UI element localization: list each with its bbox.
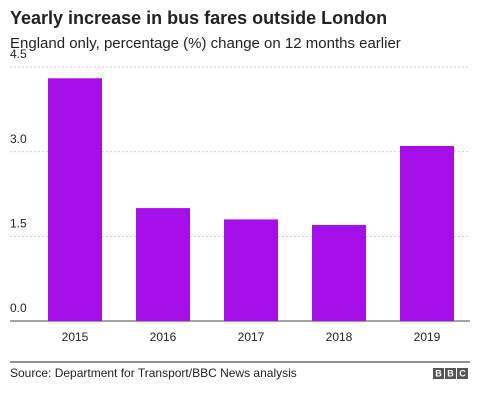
bar <box>312 225 366 321</box>
logo-letter: B <box>435 368 442 378</box>
bar <box>400 146 454 321</box>
bar <box>136 208 190 321</box>
x-tick-label: 2018 <box>326 330 353 344</box>
y-tick-label: 4.5 <box>10 47 27 61</box>
y-tick-label: 3.0 <box>10 132 27 146</box>
chart-subtitle: England only, percentage (%) change on 1… <box>10 35 401 52</box>
logo-box <box>433 368 444 379</box>
x-tick-label: 2019 <box>414 330 441 344</box>
bar <box>48 78 102 322</box>
source-note: Source: Department for Transport/BBC New… <box>10 366 297 380</box>
logo-box <box>445 368 456 379</box>
logo-letter: B <box>447 368 454 378</box>
x-tick-label: 2016 <box>150 330 177 344</box>
logo-letter: C <box>459 368 466 378</box>
y-tick-label: 0.0 <box>10 301 27 315</box>
chart-title: Yearly increase in bus fares outside Lon… <box>10 8 387 28</box>
bar <box>224 219 278 321</box>
logo-box <box>457 368 468 379</box>
y-tick-label: 1.5 <box>10 217 27 231</box>
x-tick-label: 2015 <box>62 330 89 344</box>
x-tick-label: 2017 <box>238 330 265 344</box>
